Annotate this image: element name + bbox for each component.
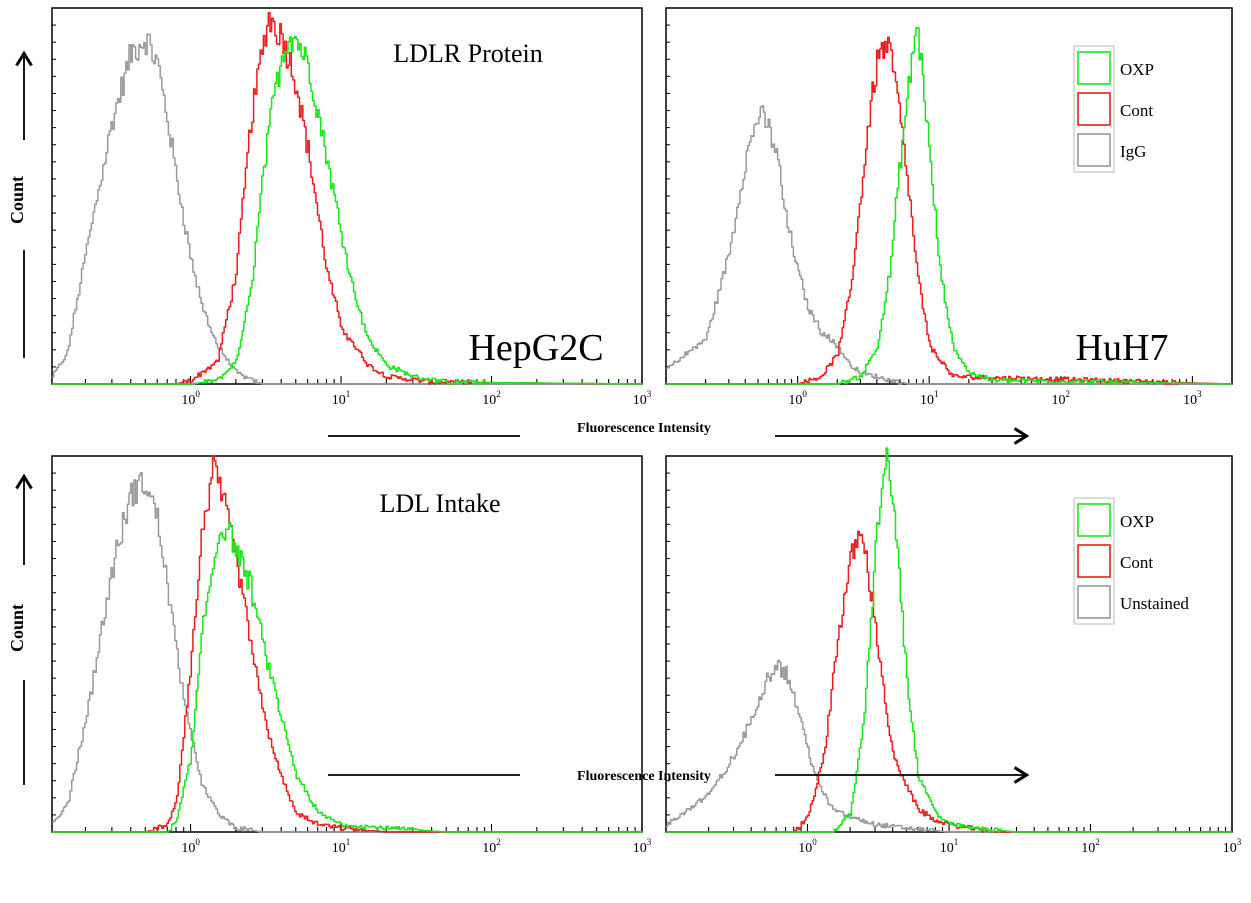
- legend-label: IgG: [1120, 142, 1146, 161]
- x-tick-label: 100: [181, 389, 200, 408]
- x-tick-base: 10: [332, 393, 346, 408]
- x-tick-exponent: 1: [346, 837, 351, 847]
- x-tick-exponent: 3: [647, 389, 652, 399]
- x-tick-exponent: 1: [954, 837, 959, 847]
- x-tick-exponent: 0: [195, 837, 200, 847]
- x-tick-label: 103: [633, 837, 652, 856]
- legend: OXP Cont IgG: [1074, 46, 1154, 172]
- legend-label: Cont: [1120, 553, 1153, 572]
- x-tick-label: 102: [482, 389, 501, 408]
- x-tick-base: 10: [920, 393, 934, 408]
- x-tick-exponent: 3: [647, 837, 652, 847]
- x-tick-exponent: 1: [934, 389, 939, 399]
- x-tick-label: 100: [788, 389, 807, 408]
- x-tick-exponent: 0: [812, 837, 817, 847]
- x-tick-label: 101: [940, 837, 959, 856]
- x-tick-exponent: 3: [1237, 837, 1242, 847]
- legend-swatch-gray: [1078, 134, 1110, 166]
- y-axis-title-bottom: Count: [7, 478, 27, 785]
- legend-swatch-Cont: [1078, 93, 1110, 125]
- x-tick-exponent: 2: [496, 389, 501, 399]
- x-tick-label: 100: [798, 837, 817, 856]
- x-tick-base: 10: [482, 841, 496, 856]
- legend-swatch-gray: [1078, 586, 1110, 618]
- x-tick-base: 10: [181, 393, 195, 408]
- y-axis-title-top: Count: [7, 55, 27, 358]
- legend-label: OXP: [1120, 512, 1154, 531]
- cell-line-label: HuH7: [1076, 327, 1169, 369]
- x-tick-label: 102: [1052, 389, 1071, 408]
- y-axis-title-text: Count: [7, 604, 27, 652]
- x-tick-exponent: 2: [1095, 837, 1100, 847]
- x-tick-base: 10: [633, 393, 647, 408]
- legend-swatch-Cont: [1078, 545, 1110, 577]
- panel-annotation: LDL Intake: [379, 489, 500, 518]
- x-tick-base: 10: [1223, 841, 1237, 856]
- x-tick-base: 10: [940, 841, 954, 856]
- x-tick-base: 10: [1052, 393, 1066, 408]
- x-tick-label: 101: [332, 389, 351, 408]
- cell-line-label: HepG2C: [468, 327, 603, 369]
- legend-swatch-OXP: [1078, 52, 1110, 84]
- x-axis-title-top: Fluorescence Intensity: [328, 421, 1025, 436]
- y-axis-title-text: Count: [7, 176, 27, 224]
- x-tick-label: 100: [181, 837, 200, 856]
- x-axis-title-text: Fluorescence Intensity: [577, 769, 711, 784]
- legend-label: OXP: [1120, 60, 1154, 79]
- x-tick-base: 10: [332, 841, 346, 856]
- x-tick-label: 102: [1081, 837, 1100, 856]
- x-tick-base: 10: [633, 841, 647, 856]
- x-tick-exponent: 2: [496, 837, 501, 847]
- legend-label: Cont: [1120, 101, 1153, 120]
- x-tick-exponent: 0: [195, 389, 200, 399]
- x-tick-exponent: 0: [802, 389, 807, 399]
- x-tick-exponent: 3: [1197, 389, 1202, 399]
- x-tick-base: 10: [482, 393, 496, 408]
- x-tick-base: 10: [788, 393, 802, 408]
- x-tick-exponent: 1: [346, 389, 351, 399]
- x-tick-label: 101: [920, 389, 939, 408]
- x-tick-base: 10: [1081, 841, 1095, 856]
- x-tick-label: 102: [482, 837, 501, 856]
- x-tick-base: 10: [798, 841, 812, 856]
- x-tick-label: 103: [1223, 837, 1242, 856]
- x-tick-label: 103: [1183, 389, 1202, 408]
- legend-label: Unstained: [1120, 594, 1189, 613]
- panel-annotation: LDLR Protein: [393, 39, 543, 68]
- x-tick-base: 10: [1183, 393, 1197, 408]
- x-tick-base: 10: [181, 841, 195, 856]
- x-tick-label: 101: [332, 837, 351, 856]
- x-tick-label: 103: [633, 389, 652, 408]
- legend-swatch-OXP: [1078, 504, 1110, 536]
- x-tick-exponent: 2: [1066, 389, 1071, 399]
- x-axis-title-text: Fluorescence Intensity: [577, 421, 711, 436]
